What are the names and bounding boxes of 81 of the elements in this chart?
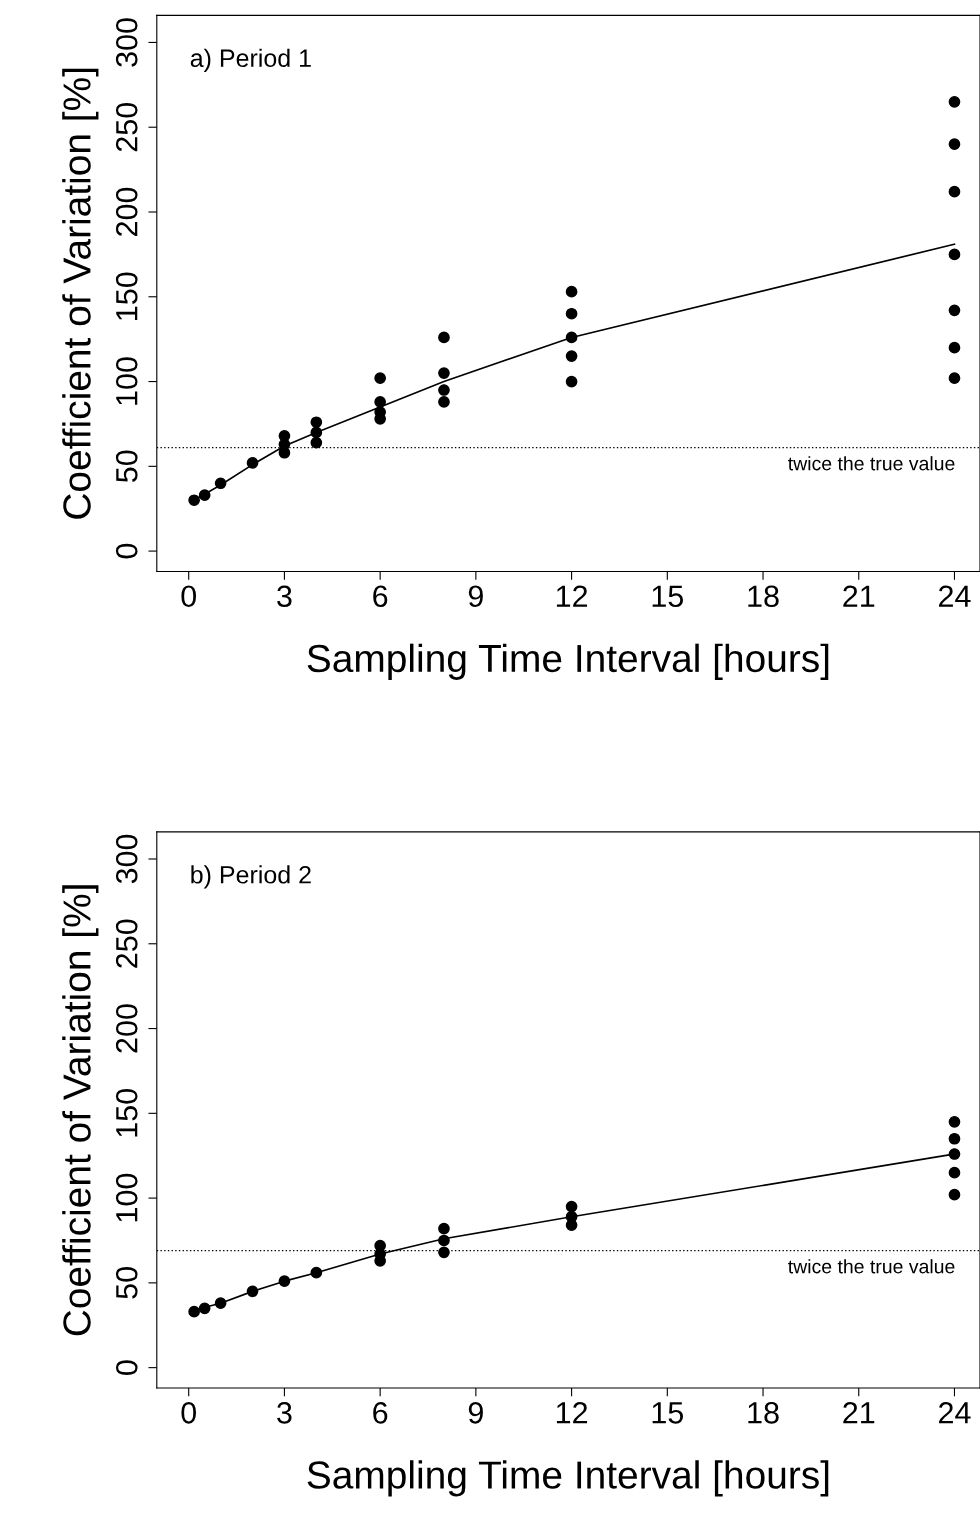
x-tick-label: 0 <box>181 1401 197 1424</box>
x-tick-label: 15 <box>652 1402 684 1424</box>
point <box>948 1188 961 1201</box>
y-tick-label: 150 <box>115 1089 138 1137</box>
point <box>374 372 386 384</box>
point <box>438 396 450 408</box>
point <box>565 331 578 344</box>
y-tick-label: 50 <box>115 1267 138 1299</box>
point <box>438 1234 450 1247</box>
point <box>310 1266 323 1279</box>
point <box>565 350 578 362</box>
x-tick-label: 24 <box>939 1401 971 1424</box>
y-tick-label: 250 <box>115 919 138 968</box>
ref-line-label: twice the true value <box>788 456 955 471</box>
point <box>214 1297 227 1310</box>
x-tick-label: 6 <box>373 585 388 608</box>
y-tick-label: 100 <box>115 1173 138 1222</box>
annotation: a) Period 1 <box>190 48 311 72</box>
x-tick-label: 3 <box>277 1401 292 1424</box>
x-tick-label: 6 <box>373 1401 388 1424</box>
point <box>246 457 259 469</box>
y-tick-label: 150 <box>115 272 138 320</box>
ref-line-label: twice the true value <box>788 1259 955 1274</box>
point <box>310 426 323 439</box>
y-tick-label: 300 <box>115 18 138 67</box>
point <box>948 1132 961 1145</box>
y-tick-label: 100 <box>115 357 138 405</box>
point <box>948 95 961 108</box>
y-tick-label: 250 <box>115 102 138 152</box>
x-tick-label: 18 <box>748 585 779 608</box>
y-tick-label: 0 <box>115 543 138 559</box>
point <box>948 1115 961 1128</box>
point <box>438 1222 450 1235</box>
point <box>278 1275 291 1288</box>
annotation: b) Period 2 <box>191 865 311 889</box>
point <box>948 341 961 354</box>
point <box>438 1246 450 1259</box>
point <box>214 477 227 490</box>
point <box>565 285 578 298</box>
point <box>948 1148 961 1160</box>
point <box>188 494 200 507</box>
point <box>948 372 961 384</box>
x-tick-label: 9 <box>468 585 483 608</box>
y-tick-label: 300 <box>115 834 138 884</box>
point <box>438 367 450 379</box>
x-tick-label: 21 <box>843 1401 875 1424</box>
x-tick-label: 12 <box>556 585 588 607</box>
y-axis-title: Coefficient of Variation [%] <box>62 68 99 519</box>
y-tick-label: 0 <box>115 1360 138 1375</box>
point <box>246 1285 259 1298</box>
y-tick-label: 200 <box>115 1004 138 1053</box>
x-axis-title: Sampling Time Interval [hours] <box>307 643 829 680</box>
point <box>310 436 323 449</box>
x-tick-label: 12 <box>556 1401 588 1424</box>
point <box>948 138 961 151</box>
point <box>188 1305 200 1318</box>
point <box>310 416 323 429</box>
x-tick-label: 21 <box>843 585 875 607</box>
x-axis-title: Sampling Time Interval [hours] <box>307 1460 829 1497</box>
x-tick-label: 24 <box>939 585 971 607</box>
point <box>948 248 961 261</box>
y-tick-label: 50 <box>115 450 138 483</box>
point <box>565 1200 578 1213</box>
y-tick-label: 200 <box>115 187 138 236</box>
point <box>438 384 450 396</box>
point <box>198 1302 211 1315</box>
x-tick-label: 9 <box>468 1401 483 1424</box>
point <box>374 396 386 408</box>
x-tick-label: 15 <box>652 585 684 608</box>
point <box>198 489 211 501</box>
point <box>565 307 578 320</box>
point <box>565 375 578 388</box>
point <box>948 185 961 198</box>
point <box>278 429 291 442</box>
x-tick-label: 18 <box>748 1401 779 1424</box>
point <box>438 331 450 344</box>
x-tick-label: 3 <box>277 585 292 608</box>
point <box>948 1166 961 1179</box>
y-axis-title: Coefficient of Variation [%] <box>62 885 99 1336</box>
point <box>948 304 961 317</box>
x-tick-label: 0 <box>181 585 197 608</box>
